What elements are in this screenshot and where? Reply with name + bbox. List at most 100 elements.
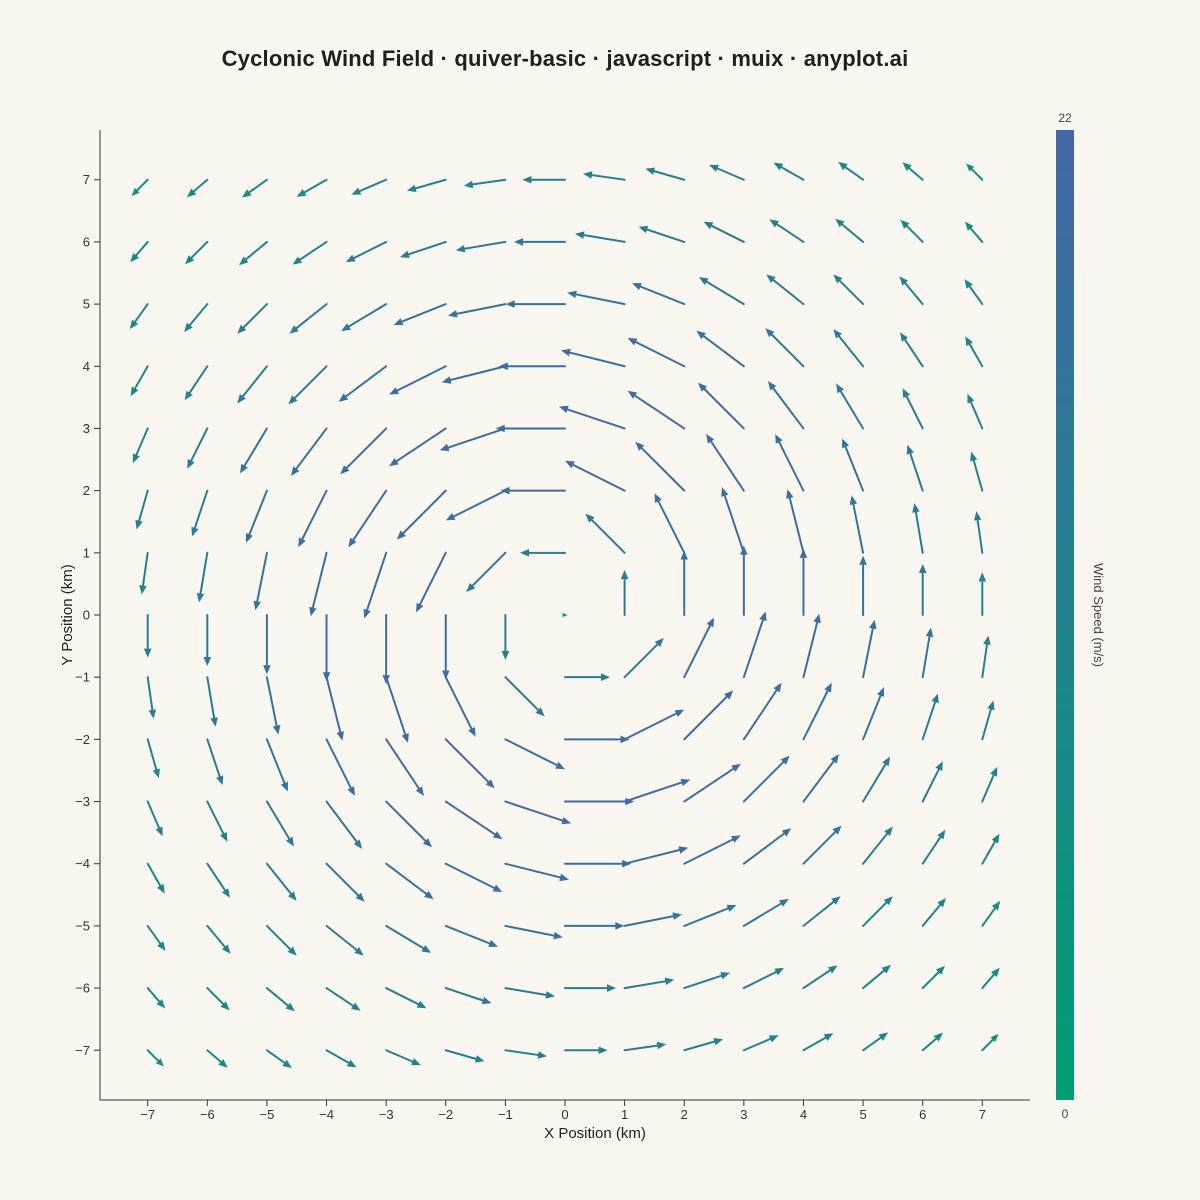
arrow-shaft bbox=[146, 800, 162, 833]
arrow-shaft bbox=[843, 442, 865, 492]
arrow-head bbox=[965, 336, 973, 347]
arrow-shaft bbox=[206, 987, 227, 1008]
arrow-head bbox=[288, 891, 297, 901]
arrow-head bbox=[766, 274, 776, 283]
arrow-head bbox=[991, 967, 1000, 977]
wind-arrow bbox=[143, 614, 152, 658]
arrow-head bbox=[832, 825, 842, 835]
wind-arrow bbox=[623, 977, 675, 990]
arrow-head bbox=[561, 348, 571, 357]
arrow-head bbox=[296, 189, 307, 197]
chart-title: Cyclonic Wind Field · quiver-basic · jav… bbox=[221, 46, 909, 71]
wind-arrow bbox=[146, 924, 166, 951]
arrow-head bbox=[559, 405, 569, 413]
arrow-shaft bbox=[770, 384, 805, 430]
colorbar: 22 0 Wind Speed (m/s) bbox=[1056, 111, 1106, 1121]
arrow-head bbox=[421, 945, 432, 953]
arrow-head bbox=[823, 1033, 834, 1041]
wind-arrow bbox=[237, 303, 268, 334]
wind-arrow bbox=[802, 825, 842, 865]
arrow-shaft bbox=[841, 164, 865, 181]
arrow-shaft bbox=[787, 493, 805, 554]
arrow-head bbox=[830, 754, 839, 764]
wind-arrow bbox=[500, 486, 566, 495]
arrow-shaft bbox=[325, 987, 358, 1009]
arrow-shaft bbox=[683, 1039, 719, 1052]
arrow-head bbox=[877, 687, 885, 697]
wind-arrow bbox=[385, 862, 434, 900]
arrow-head bbox=[680, 550, 688, 560]
wind-arrow bbox=[862, 896, 893, 927]
arrow-head bbox=[918, 564, 927, 573]
wind-arrow bbox=[981, 900, 1001, 927]
arrow-head bbox=[393, 318, 404, 326]
arrow-head bbox=[157, 883, 165, 894]
arrow-head bbox=[638, 225, 649, 234]
arrow-head bbox=[298, 537, 306, 548]
arrow-shaft bbox=[708, 437, 745, 492]
arrow-shaft bbox=[504, 862, 565, 880]
arrow-head bbox=[424, 890, 434, 900]
arrow-shaft bbox=[392, 427, 447, 465]
arrow-head bbox=[148, 709, 157, 719]
arrow-shaft bbox=[241, 427, 268, 470]
arrow-shaft bbox=[623, 640, 661, 679]
wind-arrow bbox=[742, 898, 789, 927]
wind-arrow bbox=[769, 219, 805, 243]
wind-arrow bbox=[130, 365, 149, 397]
wind-arrow bbox=[859, 555, 867, 616]
wind-arrow bbox=[385, 800, 432, 848]
arrow-shaft bbox=[981, 704, 993, 741]
x-tick-label: −3 bbox=[379, 1107, 394, 1122]
arrow-head bbox=[831, 896, 841, 905]
wind-arrow bbox=[325, 676, 344, 741]
wind-arrow bbox=[835, 218, 865, 243]
arrow-shaft bbox=[460, 240, 507, 251]
arrow-shaft bbox=[588, 516, 626, 554]
arrow-shaft bbox=[504, 924, 559, 938]
arrow-head bbox=[130, 253, 139, 263]
arrow-head bbox=[220, 1001, 230, 1011]
arrow-head bbox=[488, 939, 498, 947]
arrow-head bbox=[765, 328, 775, 338]
arrow-head bbox=[345, 254, 356, 263]
arrow-shaft bbox=[699, 332, 745, 368]
arrow-head bbox=[439, 443, 450, 452]
wind-arrow bbox=[965, 336, 984, 368]
wind-arrow bbox=[382, 614, 390, 685]
arrow-shaft bbox=[631, 339, 686, 368]
wind-arrow bbox=[970, 451, 984, 492]
arrow-head bbox=[221, 888, 230, 898]
arrow-head bbox=[187, 188, 197, 198]
wind-arrow bbox=[292, 240, 328, 265]
arrow-head bbox=[881, 964, 891, 974]
y-tick-label: 3 bbox=[83, 421, 90, 436]
wind-arrow bbox=[967, 393, 984, 430]
arrow-head bbox=[411, 1058, 421, 1066]
arrow-head bbox=[559, 873, 569, 882]
arrow-head bbox=[933, 1032, 943, 1042]
arrow-shaft bbox=[443, 427, 507, 450]
wind-arrow bbox=[240, 427, 268, 474]
wind-arrow bbox=[504, 987, 555, 999]
arrow-head bbox=[415, 786, 424, 796]
wind-arrow bbox=[245, 489, 268, 543]
wind-arrow bbox=[265, 676, 281, 735]
arrow-head bbox=[287, 946, 297, 956]
arrow-shaft bbox=[385, 800, 430, 845]
wind-arrow bbox=[239, 240, 268, 266]
wind-arrow bbox=[849, 495, 865, 554]
arrow-head bbox=[143, 648, 152, 658]
arrow-head bbox=[129, 319, 139, 330]
arrow-head bbox=[615, 922, 625, 930]
arrow-shaft bbox=[981, 837, 998, 865]
arrow-head bbox=[239, 256, 249, 266]
arrow-head bbox=[884, 826, 893, 836]
arrow-shaft bbox=[702, 278, 745, 306]
wind-arrow bbox=[921, 627, 934, 679]
arrow-head bbox=[363, 608, 371, 619]
wind-arrow bbox=[862, 756, 890, 803]
arrow-shaft bbox=[206, 676, 216, 723]
wind-arrow bbox=[146, 738, 160, 779]
wind-arrow bbox=[766, 274, 805, 306]
